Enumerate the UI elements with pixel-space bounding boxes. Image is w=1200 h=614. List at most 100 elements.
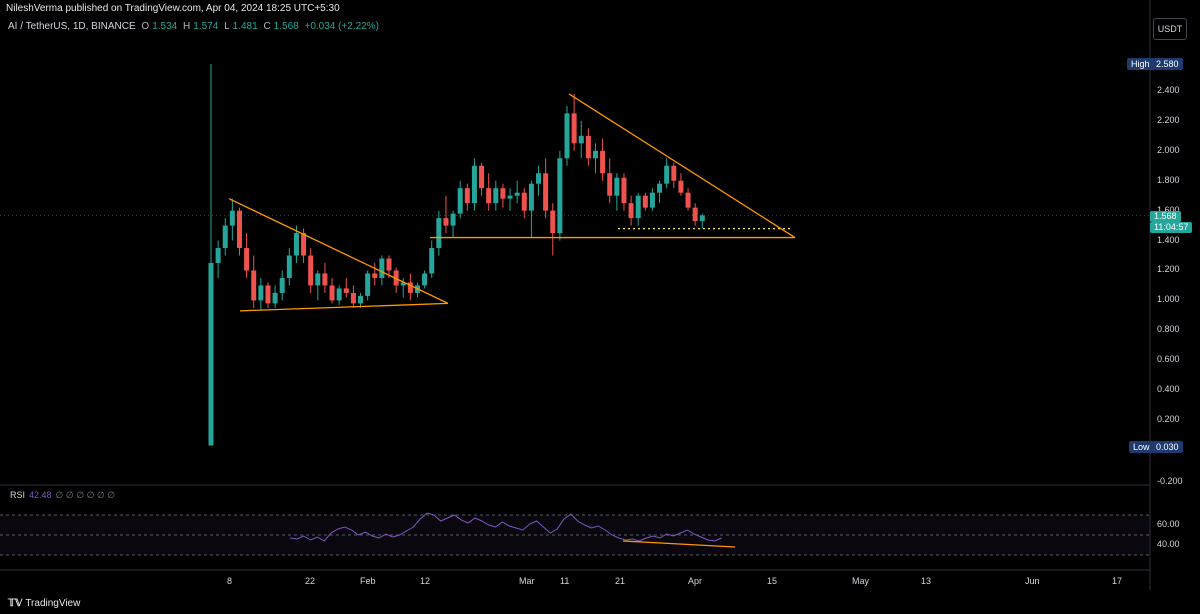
- high-value: 1.574: [193, 21, 219, 32]
- candle-body: [293, 233, 299, 256]
- candle-body: [258, 285, 264, 301]
- candle-body: [571, 113, 577, 144]
- rsi-pane: [0, 512, 1150, 556]
- candle-body: [272, 292, 278, 304]
- currency-button[interactable]: USDT: [1153, 18, 1187, 40]
- candle: [564, 105, 570, 166]
- rsi-tick-label: 40.00: [1157, 539, 1180, 549]
- candle: [251, 255, 257, 308]
- candle: [571, 93, 577, 151]
- open-label: O: [141, 21, 150, 32]
- triangle-2-upper: [568, 93, 796, 239]
- candle-body: [236, 210, 242, 249]
- candle-body: [372, 273, 378, 278]
- candle-body: [350, 292, 356, 304]
- candle: [635, 192, 641, 226]
- candle-body: [536, 173, 542, 184]
- candle-body: [279, 277, 285, 293]
- candle: [265, 282, 271, 308]
- footer-brand[interactable]: 𝕋𝕍 TradingView: [8, 598, 80, 609]
- candle: [521, 188, 527, 219]
- candle: [671, 162, 677, 189]
- price-tick-label: 2.200: [1157, 114, 1180, 125]
- time-tick-label: 11: [560, 576, 570, 586]
- symbol-title[interactable]: AI / TetherUS, 1D, BINANCE: [8, 21, 136, 32]
- candle-body: [600, 150, 606, 174]
- last-price-badge: 1.568: [1150, 211, 1181, 222]
- candle-body: [329, 285, 335, 301]
- price-tick-label: 2.400: [1157, 84, 1180, 95]
- candle-body: [678, 180, 684, 193]
- candle: [372, 263, 378, 286]
- candle: [322, 263, 328, 293]
- candle: [379, 255, 385, 286]
- candle-body: [400, 282, 406, 286]
- candle: [450, 210, 456, 238]
- candle: [628, 195, 634, 226]
- candle: [578, 120, 584, 159]
- high-badge-label: High: [1127, 58, 1154, 70]
- candle-body: [479, 165, 485, 189]
- low-badge-label: Low: [1129, 441, 1154, 453]
- low-badge-value: 0.030: [1152, 441, 1183, 453]
- candle: [308, 248, 314, 293]
- candle: [422, 270, 428, 289]
- candle: [649, 188, 655, 211]
- publisher-line: NileshVerma published on TradingView.com…: [6, 3, 340, 14]
- candle: [471, 158, 477, 211]
- rsi-tick-label: 60.00: [1157, 519, 1180, 529]
- candle: [365, 270, 371, 301]
- price-tick-label: 0.200: [1157, 414, 1180, 425]
- candle: [664, 158, 670, 189]
- rsi-name: RSI: [10, 490, 26, 500]
- candle-body: [642, 195, 648, 208]
- candle-body: [386, 258, 392, 271]
- candle: [286, 248, 292, 286]
- candle-body: [635, 195, 641, 219]
- candle-body: [671, 165, 677, 181]
- time-tick-label: May: [852, 576, 870, 586]
- candle-body: [208, 263, 214, 446]
- candle: [315, 270, 321, 301]
- price-tick-label: 1.000: [1157, 294, 1180, 305]
- candle-body: [407, 282, 413, 293]
- candle-body: [628, 203, 634, 219]
- candle: [621, 173, 627, 211]
- tradingview-logo-icon: 𝕋𝕍: [8, 598, 23, 609]
- candle: [215, 240, 221, 278]
- candle-body: [607, 173, 613, 196]
- rsi-values: ∅ ∅ ∅ ∅ ∅ ∅: [55, 490, 116, 500]
- candle-body: [315, 273, 321, 286]
- candle: [685, 188, 691, 211]
- candle-body: [564, 113, 570, 159]
- low-value: 1.481: [232, 21, 258, 32]
- candle: [678, 173, 684, 196]
- candle: [343, 277, 349, 298]
- candle: [400, 277, 406, 298]
- candle: [657, 180, 663, 204]
- candle-body: [457, 188, 463, 214]
- candle-body: [222, 225, 228, 249]
- candle: [244, 233, 250, 278]
- candle-body: [336, 288, 342, 301]
- candle: [550, 203, 556, 256]
- candle-body: [657, 183, 663, 193]
- time-tick-label: 21: [615, 576, 626, 586]
- rsi-band: [0, 515, 1150, 555]
- candle-body: [322, 273, 328, 286]
- rsi-line: [289, 512, 722, 542]
- candle-body: [543, 173, 549, 211]
- high-badge-value: 2.580: [1152, 58, 1183, 70]
- close-value: 1.568: [273, 21, 299, 32]
- candle-body: [649, 192, 655, 208]
- candle: [222, 218, 228, 256]
- rsi-legend[interactable]: RSI 42.48 ∅ ∅ ∅ ∅ ∅ ∅: [10, 490, 115, 501]
- time-tick-label: 12: [420, 576, 431, 586]
- candle: [486, 173, 492, 211]
- time-tick-label: 15: [767, 576, 778, 586]
- candle-body: [692, 207, 698, 222]
- candle: [393, 267, 399, 293]
- candle-body: [550, 210, 556, 234]
- high-label: H: [183, 21, 191, 32]
